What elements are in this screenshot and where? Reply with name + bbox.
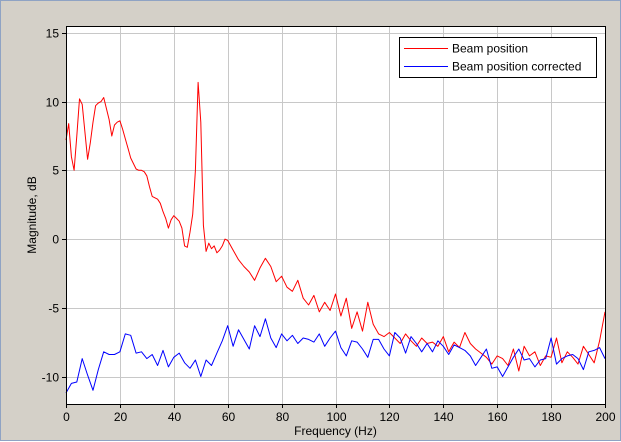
legend-box xyxy=(399,37,597,78)
y-tick-label: 15 xyxy=(46,27,60,41)
legend: Beam position Beam position corrected xyxy=(399,37,597,78)
series-group xyxy=(65,81,606,394)
y-axis-ticks: -10 -5 0 5 10 15 xyxy=(42,27,66,385)
y-tick-label: 0 xyxy=(52,233,59,247)
series-line-beam-position xyxy=(65,81,606,372)
x-tick-label: 20 xyxy=(114,410,128,424)
x-axis-label: Frequency (Hz) xyxy=(294,424,377,438)
plot-area xyxy=(66,26,605,404)
y-axis-label: Magnitude, dB xyxy=(25,176,39,253)
x-tick-label: 120 xyxy=(379,410,399,424)
legend-label-beam-position-corrected: Beam position corrected xyxy=(452,60,581,74)
x-tick-label: 140 xyxy=(433,410,453,424)
y-tick-label: -5 xyxy=(48,302,59,316)
y-tick-label: 10 xyxy=(46,96,60,110)
legend-label-beam-position: Beam position xyxy=(452,42,528,56)
x-tick-label: 40 xyxy=(168,410,182,424)
x-tick-label: 80 xyxy=(276,410,290,424)
x-tick-label: 160 xyxy=(487,410,507,424)
x-tick-label: 180 xyxy=(541,410,561,424)
y-tick-label: 5 xyxy=(52,164,59,178)
x-tick-label: 0 xyxy=(63,410,70,424)
x-tick-label: 60 xyxy=(222,410,236,424)
y-tick-label: -10 xyxy=(42,371,60,385)
x-axis-ticks: 0 20 40 60 80 100 120 140 160 180 200 xyxy=(63,404,616,424)
x-tick-label: 100 xyxy=(326,410,346,424)
series-line-beam-position-corrected xyxy=(65,318,606,394)
x-tick-label: 200 xyxy=(595,410,615,424)
